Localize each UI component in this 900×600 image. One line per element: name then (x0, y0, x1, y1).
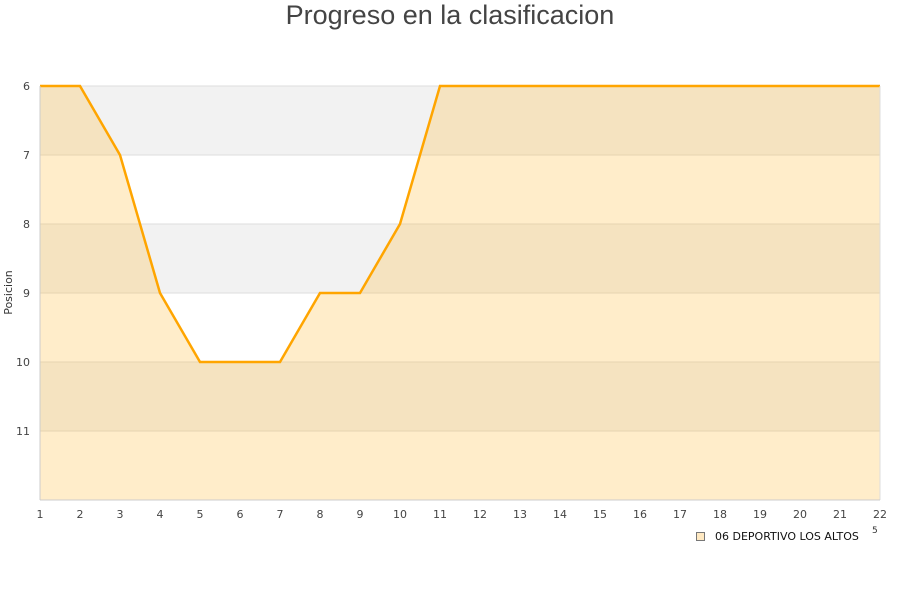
grid-band (40, 86, 880, 155)
x-tick-label: 10 (393, 508, 407, 521)
x-tick-label: 15 (593, 508, 607, 521)
y-tick-label: 6 (23, 80, 30, 93)
series-line (40, 84, 880, 364)
legend-swatch (696, 532, 705, 541)
x-tick-label: 9 (357, 508, 364, 521)
x-tick-label: 11 (433, 508, 447, 521)
x-tick-label: 16 (633, 508, 647, 521)
x-tick-label: 3 (117, 508, 124, 521)
x-tick-label: 1 (37, 508, 44, 521)
y-tick-label: 8 (23, 218, 30, 231)
grid-band (40, 224, 880, 293)
x-tick-label: 20 (793, 508, 807, 521)
x-tick-label: 2 (77, 508, 84, 521)
x-tick-label: 13 (513, 508, 527, 521)
x-tick-label: 21 (833, 508, 847, 521)
x-tick-label: 4 (157, 508, 164, 521)
grid-band (40, 155, 880, 224)
x-tick-label: 12 (473, 508, 487, 521)
x-tick-label: 6 (237, 508, 244, 521)
x-tick-label: 7 (277, 508, 284, 521)
x-tick-label: 8 (317, 508, 324, 521)
x-tick-label: 18 (713, 508, 727, 521)
legend-label: 06 DEPORTIVO LOS ALTOS (715, 530, 859, 543)
x-tick-label: 19 (753, 508, 767, 521)
x-tick-label: 22 (873, 508, 887, 521)
grid-band (40, 362, 880, 431)
legend-page-indicator: 5 (872, 526, 878, 536)
legend[interactable]: 06 DEPORTIVO LOS ALTOS (696, 530, 859, 543)
grid-band (40, 431, 880, 500)
x-tick-label: 5 (197, 508, 204, 521)
y-tick-label: 11 (16, 425, 30, 438)
y-tick-label: 7 (23, 149, 30, 162)
y-tick-label: 9 (23, 287, 30, 300)
x-tick-label: 14 (553, 508, 567, 521)
series-area (40, 86, 880, 500)
y-axis-label: Posicion (1, 270, 15, 315)
chart-title: Progreso en la clasificacion (285, 0, 615, 30)
x-tick-label: 17 (673, 508, 687, 521)
y-tick-label: 10 (16, 356, 30, 369)
